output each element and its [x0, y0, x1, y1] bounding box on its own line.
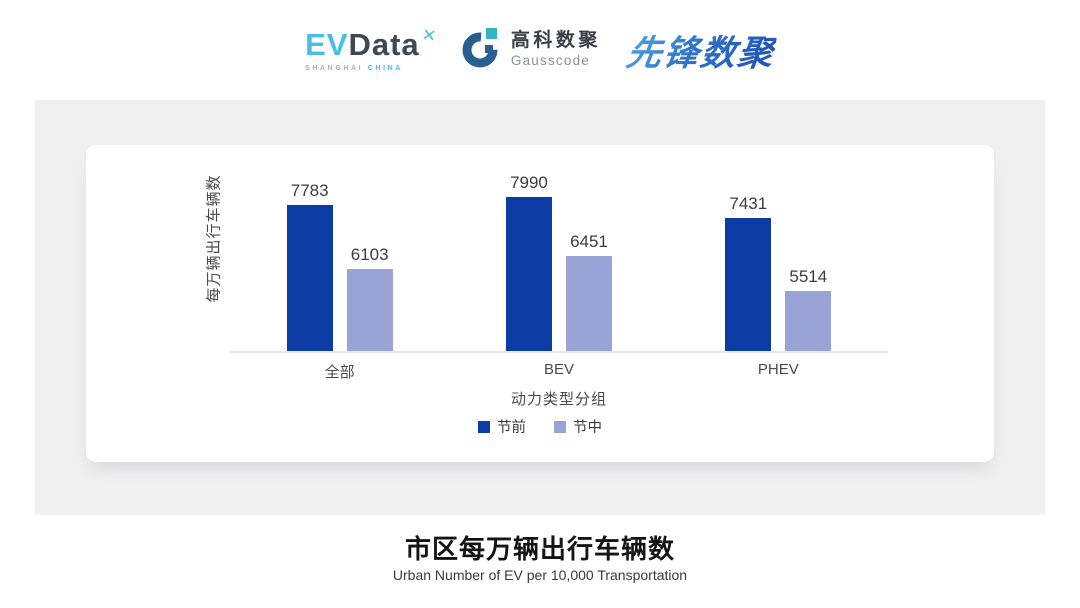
bar-series1-cat0: 6103 — [346, 245, 393, 351]
x-axis-label: 动力类型分组 — [510, 391, 607, 408]
bar-value-label: 5514 — [789, 267, 828, 286]
legend-label: 节前 — [497, 420, 526, 436]
bar-series0-cat2: 7431 — [725, 194, 772, 351]
header-logos: EV Data ✕ SHANGHAI CHINA 高科数聚 Gausscode 先锋… — [0, 18, 1080, 82]
bar-value-label: 7431 — [729, 194, 768, 213]
legend-item: 节前 — [478, 416, 526, 437]
chart-panel: 每万辆出行车辆数 7783 6103 7990 6451 7431 5514 全部 BEV P… — [35, 100, 1045, 515]
evdata-sparkle-icon: ✕ — [420, 24, 438, 46]
evdata-data-text: Data — [348, 26, 420, 62]
chart-card: 每万辆出行车辆数 7783 6103 7990 6451 7431 5514 全部 BEV P… — [86, 145, 994, 462]
evdata-shanghai-text: SHANGHAI — [305, 64, 364, 72]
bar-group: 7431 5514 — [669, 153, 888, 351]
evdata-ev-text: EV — [305, 26, 349, 62]
evdata-subline: SHANGHAI CHINA — [305, 65, 434, 72]
gausscode-g-icon — [460, 26, 502, 75]
bar-series0-cat1: 7990 — [505, 173, 552, 351]
legend-label: 节中 — [573, 420, 602, 436]
evdata-logo: EV Data ✕ SHANGHAI CHINA — [305, 24, 438, 72]
category-label: BEV — [543, 361, 574, 378]
gausscode-wordmark: 高科数聚 Gausscode — [510, 30, 601, 69]
xianfeng-logo: 先锋数聚 — [623, 25, 778, 76]
category-label: 全部 — [324, 364, 355, 381]
legend-swatch-icon — [554, 420, 566, 433]
bar-value-label: 6451 — [570, 232, 608, 251]
evdata-wordmark: EV Data ✕ — [305, 24, 438, 62]
plot-area: 7783 6103 7990 6451 7431 5514 — [230, 153, 888, 353]
bar-group: 7990 6451 — [449, 153, 668, 351]
chart-legend: 节前 节中 — [86, 416, 994, 437]
bar-series0-cat0: 7783 — [286, 181, 333, 351]
bar-value-label: 6103 — [350, 245, 389, 264]
x-axis-categories: 全部 BEV PHEV — [230, 361, 888, 382]
evdata-china-text: CHINA — [367, 64, 403, 72]
y-axis-label: 每万辆出行车辆数 — [205, 174, 223, 303]
category-label: PHEV — [757, 361, 799, 378]
bar-value-label: 7783 — [290, 181, 329, 200]
legend-item: 节中 — [554, 416, 602, 437]
legend-swatch-icon — [478, 420, 490, 433]
gausscode-logo: 高科数聚 Gausscode — [460, 26, 601, 75]
chart-title: 市区每万辆出行车辆数 — [404, 534, 675, 564]
bar-series1-cat2: 5514 — [785, 267, 832, 351]
bar-group: 7783 6103 — [230, 153, 449, 351]
bar-value-label: 7990 — [510, 173, 548, 192]
bar-series1-cat1: 6451 — [565, 232, 612, 351]
gausscode-cn-text: 高科数聚 — [510, 30, 601, 52]
chart-subtitle: Urban Number of EV per 10,000 Transporta… — [392, 567, 688, 583]
gausscode-en-text: Gausscode — [510, 53, 590, 69]
